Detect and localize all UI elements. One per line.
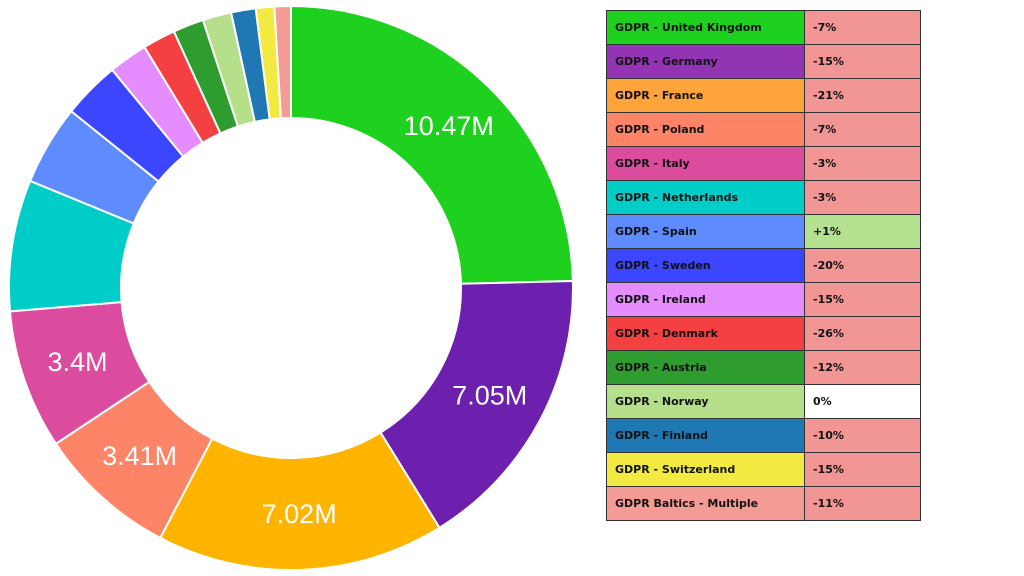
legend-series-name: GDPR - Spain	[606, 214, 805, 249]
donut-chart: 10.47M 7.05M 7.02M 3.41M 3.4M	[8, 4, 574, 571]
legend-series-name: GDPR - Finland	[606, 418, 805, 453]
legend-row: GDPR - United Kingdom -7%	[606, 10, 921, 45]
legend-change-value: -7%	[804, 10, 921, 45]
legend-series-name: GDPR - Sweden	[606, 248, 805, 283]
legend-row: GDPR - Poland -7%	[606, 112, 921, 147]
slice-value-label-4: 3.4M	[47, 347, 107, 377]
legend-change-value: -3%	[804, 146, 921, 181]
slice-value-label-0: 10.47M	[404, 111, 494, 141]
legend-row: GDPR - Finland -10%	[606, 418, 921, 453]
legend-series-name: GDPR - Ireland	[606, 282, 805, 317]
legend-row: GDPR - Ireland -15%	[606, 282, 921, 317]
legend-row: GDPR - France -21%	[606, 78, 921, 113]
legend-change-value: -15%	[804, 44, 921, 79]
legend-change-value: -11%	[804, 486, 921, 521]
legend-series-name: GDPR - United Kingdom	[606, 10, 805, 45]
legend-series-name: GDPR - Austria	[606, 350, 805, 385]
legend-change-value: -20%	[804, 248, 921, 283]
legend-row: GDPR - Sweden -20%	[606, 248, 921, 283]
slice-value-label-1: 7.05M	[452, 381, 527, 411]
legend-series-name: GDPR - France	[606, 78, 805, 113]
legend-row: GDPR - Italy -3%	[606, 146, 921, 181]
legend-series-name: GDPR - Norway	[606, 384, 805, 419]
legend-row: GDPR - Switzerland -15%	[606, 452, 921, 487]
slice-value-label-3: 3.41M	[102, 441, 177, 471]
legend-row: GDPR - Spain +1%	[606, 214, 921, 249]
legend-row: GDPR - Denmark -26%	[606, 316, 921, 351]
slice-value-label-2: 7.02M	[262, 499, 337, 529]
legend-series-name: GDPR - Denmark	[606, 316, 805, 351]
legend-row: GDPR Baltics - Multiple -11%	[606, 486, 921, 521]
legend-series-name: GDPR - Poland	[606, 112, 805, 147]
legend-change-value: -15%	[804, 452, 921, 487]
legend-row: GDPR - Germany -15%	[606, 44, 921, 79]
legend-change-value: 0%	[804, 384, 921, 419]
legend-change-value: -3%	[804, 180, 921, 215]
legend-series-name: GDPR - Italy	[606, 146, 805, 181]
donut-slice-14	[273, 4, 292, 120]
legend-change-value: -10%	[804, 418, 921, 453]
legend-series-name: GDPR - Switzerland	[606, 452, 805, 487]
legend-change-value: +1%	[804, 214, 921, 249]
legend-change-value: -15%	[804, 282, 921, 317]
donut-slice-0	[290, 4, 574, 285]
legend-change-value: -7%	[804, 112, 921, 147]
legend-change-value: -21%	[804, 78, 921, 113]
legend-series-name: GDPR - Germany	[606, 44, 805, 79]
legend-body: GDPR - United Kingdom -7% GDPR - Germany -1…	[606, 10, 921, 521]
legend-table: GDPR - United Kingdom -7% GDPR - Germany -1…	[606, 10, 921, 521]
legend-row: GDPR - Netherlands -3%	[606, 180, 921, 215]
legend-row: GDPR - Austria -12%	[606, 350, 921, 385]
legend-series-name: GDPR Baltics - Multiple	[606, 486, 805, 521]
legend-change-value: -12%	[804, 350, 921, 385]
legend-series-name: GDPR - Netherlands	[606, 180, 805, 215]
legend-row: GDPR - Norway 0%	[606, 384, 921, 419]
legend-change-value: -26%	[804, 316, 921, 351]
